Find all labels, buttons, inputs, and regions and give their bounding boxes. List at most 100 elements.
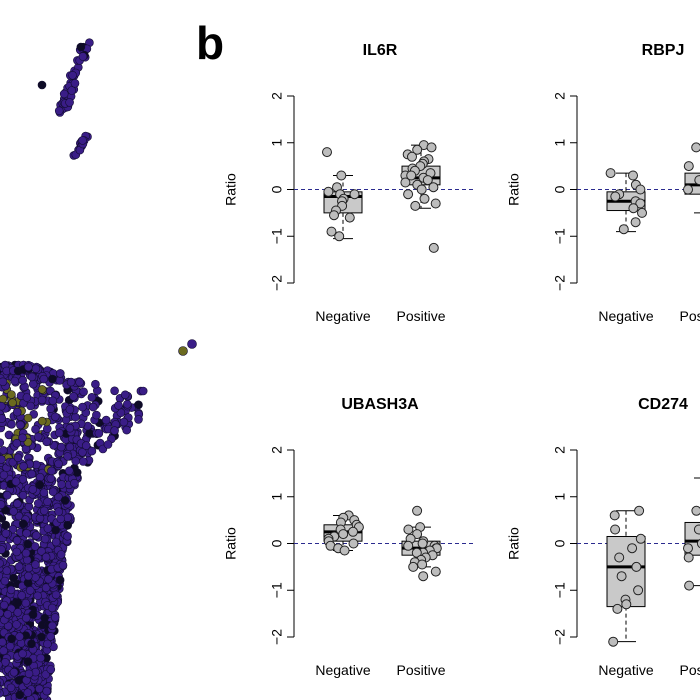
scatter-point <box>27 639 36 649</box>
y-tick-label: 2 <box>269 446 285 454</box>
scatter-point <box>58 560 68 570</box>
scatter-point <box>3 609 12 619</box>
scatter-point <box>67 86 77 95</box>
y-tick-label: 2 <box>552 92 568 100</box>
data-point <box>412 144 423 155</box>
scatter-point <box>0 414 7 423</box>
scatter-point <box>2 490 12 500</box>
scatter-point <box>0 446 8 455</box>
scatter-point <box>19 461 28 471</box>
data-point <box>628 203 639 214</box>
scatter-point <box>37 632 46 642</box>
data-point <box>409 165 420 176</box>
data-point <box>425 168 436 179</box>
data-point <box>417 158 428 169</box>
scatter-point <box>9 667 19 677</box>
scatter-point <box>50 613 60 622</box>
data-point <box>403 189 414 200</box>
scatter-point <box>22 393 32 402</box>
group-negative <box>323 510 364 556</box>
data-point <box>683 543 693 554</box>
scatter-point <box>51 537 61 547</box>
data-point <box>408 561 419 572</box>
data-point <box>694 175 700 186</box>
scatter-point <box>48 487 58 497</box>
scatter-point <box>48 374 57 384</box>
data-point <box>610 524 621 535</box>
data-point <box>339 545 350 556</box>
scatter-point <box>0 514 4 523</box>
scatter-point <box>6 585 16 595</box>
data-point <box>349 189 360 200</box>
group-positive <box>400 140 441 253</box>
scatter-point <box>46 665 56 674</box>
data-point <box>630 217 641 228</box>
scatter-point <box>55 369 65 378</box>
data-point <box>329 531 340 542</box>
scatter-point <box>123 399 132 409</box>
scatter-point <box>1 529 11 538</box>
y-tick-label: −2 <box>552 629 568 645</box>
data-point <box>418 536 429 547</box>
scatter-point <box>54 507 64 517</box>
data-point <box>323 536 334 547</box>
data-point <box>684 580 695 591</box>
chart-title: RBPJ <box>642 42 685 59</box>
data-point <box>431 543 442 554</box>
scatter-point <box>7 419 16 429</box>
data-point <box>333 543 344 554</box>
scatter-point <box>0 681 2 687</box>
data-point <box>635 184 646 195</box>
scatter-point <box>23 539 33 549</box>
y-axis-label: Ratio <box>506 173 522 206</box>
data-point <box>412 179 423 190</box>
scatter-point <box>37 416 47 426</box>
scatter-point <box>43 524 53 533</box>
scatter-point <box>0 600 9 610</box>
scatter-point <box>51 590 61 600</box>
scatter-point <box>65 466 74 476</box>
scatter-point <box>0 525 2 533</box>
scatter-point <box>46 404 55 414</box>
scatter-point <box>28 379 38 389</box>
data-point <box>621 599 632 610</box>
scatter-point <box>15 690 25 700</box>
data-point <box>405 533 416 544</box>
scatter-point <box>79 387 88 397</box>
data-point <box>631 561 642 572</box>
scatter-point <box>134 400 143 410</box>
x-category-label: Positive <box>679 308 700 324</box>
box <box>401 165 441 186</box>
y-tick-label: 1 <box>269 139 285 147</box>
y-tick-label: 0 <box>552 185 568 193</box>
scatter-point <box>16 420 25 430</box>
scatter-point <box>70 478 79 488</box>
scatter-point <box>42 686 52 696</box>
scatter-point <box>17 591 27 600</box>
scatter-point <box>18 649 27 659</box>
group-positive <box>683 477 700 591</box>
scatter-point <box>94 428 104 438</box>
data-point <box>415 522 426 533</box>
data-point <box>322 147 332 158</box>
scatter-point <box>63 531 72 541</box>
scatter-point <box>65 423 75 433</box>
scatter-points <box>0 38 197 700</box>
y-tick-label: 1 <box>552 139 568 147</box>
scatter-point <box>40 534 50 544</box>
scatter-point <box>51 525 60 535</box>
scatter-point <box>0 576 10 586</box>
y-tick-label: −1 <box>552 228 568 244</box>
scatter-point <box>6 683 16 693</box>
scatter-point <box>31 364 41 374</box>
scatter-point <box>0 364 2 372</box>
scatter-point <box>41 670 51 679</box>
data-point <box>420 552 431 563</box>
data-point <box>417 559 428 570</box>
data-point <box>332 182 342 193</box>
scatter-point <box>23 657 33 666</box>
x-category-label: Positive <box>396 662 445 678</box>
y-axis-label: Ratio <box>506 527 522 560</box>
data-point <box>326 226 337 237</box>
